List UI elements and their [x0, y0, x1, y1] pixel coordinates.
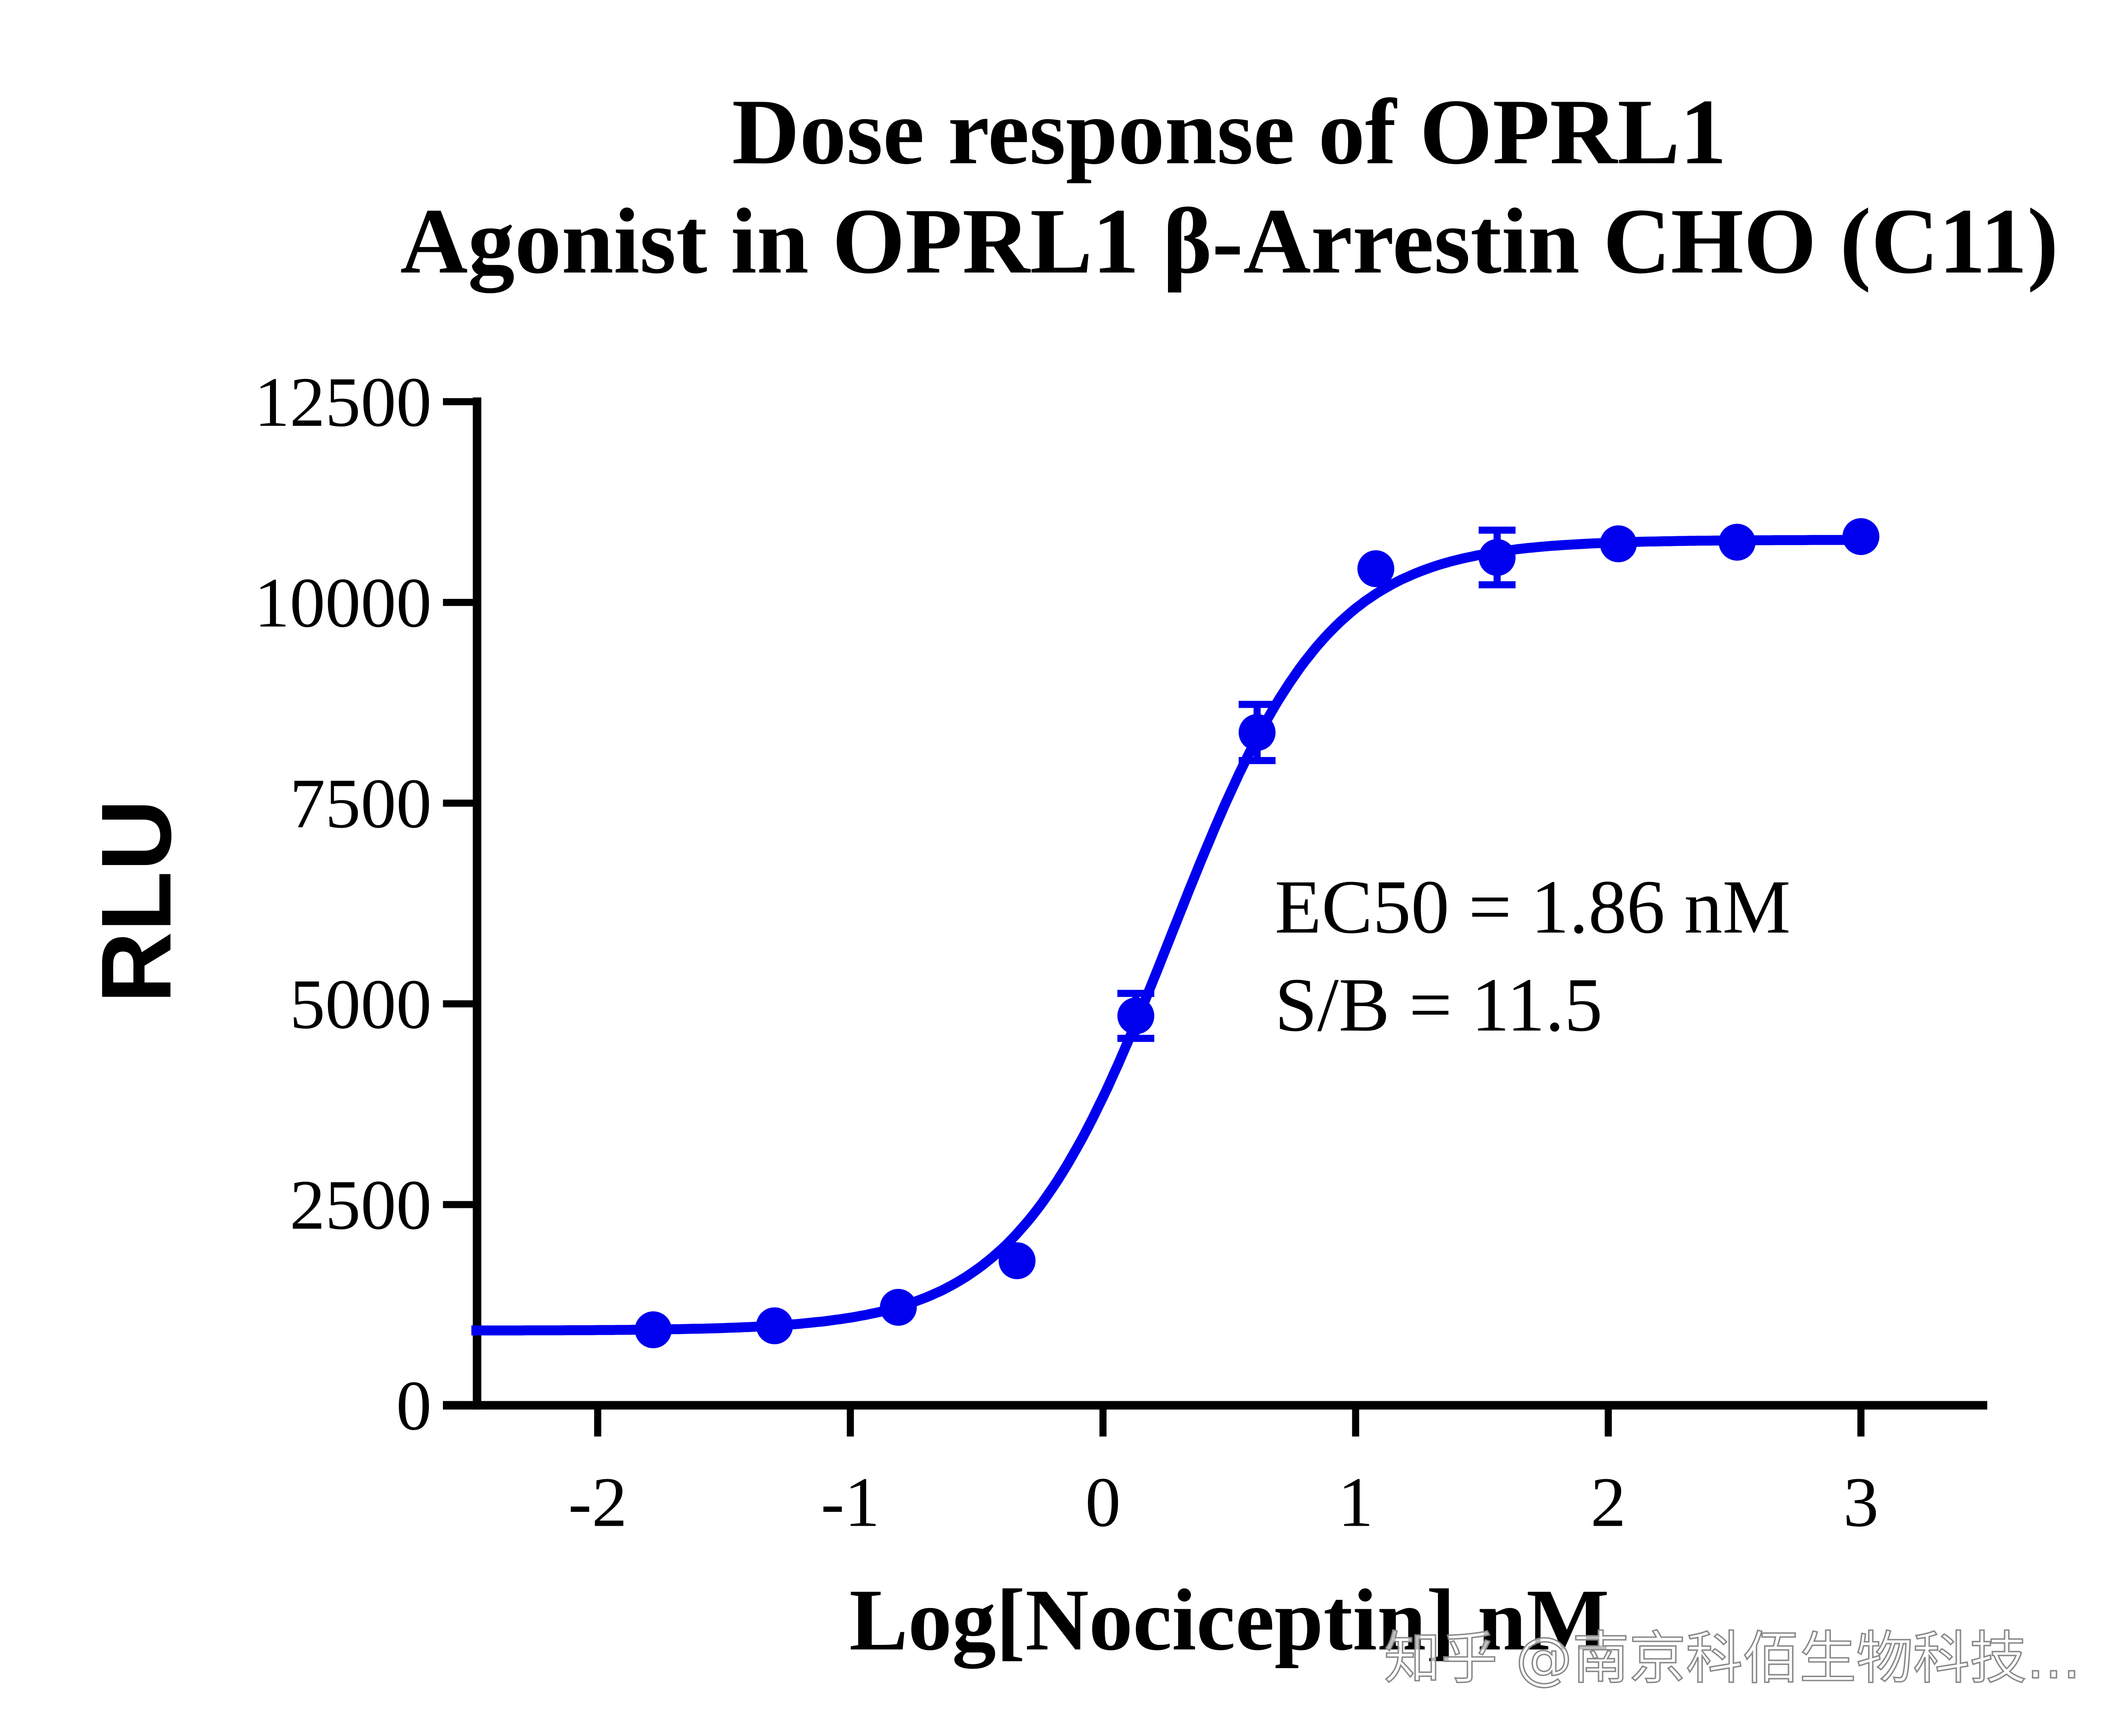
y-tick-label: 12500 [254, 363, 432, 442]
axes [443, 397, 1988, 1437]
watermark: 知乎 @南京科佰生物科技... [1384, 1625, 2081, 1691]
sb-annotation: S/B = 11.5 [1275, 963, 1603, 1047]
data-point [1238, 714, 1276, 751]
data-point [634, 1311, 672, 1349]
y-tick-label: 5000 [290, 965, 432, 1043]
data-point [1600, 525, 1637, 562]
x-tick-label: 3 [1843, 1463, 1879, 1541]
x-tick-label: -2 [568, 1463, 627, 1541]
data-point [1842, 518, 1880, 555]
x-tick-label: 0 [1085, 1463, 1121, 1541]
x-tick-label: -1 [821, 1463, 880, 1541]
data-point [756, 1307, 793, 1344]
ec50-annotation: EC50 = 1.86 nM [1275, 865, 1791, 949]
data-points [634, 518, 1880, 1349]
y-axis-label: RLU [81, 799, 192, 1004]
y-tick-label: 0 [396, 1367, 432, 1445]
x-axis-label: Log[Nociceptin] nM [849, 1571, 1609, 1669]
y-tick-label: 2500 [290, 1166, 432, 1244]
data-point [1117, 997, 1154, 1035]
x-tick-label: 1 [1338, 1463, 1374, 1541]
chart-title-line2: Agonist in OPRL1 β-Arrestin CHO (C11) [400, 189, 2058, 293]
y-tick-label: 10000 [254, 564, 432, 642]
data-point [1719, 523, 1756, 561]
x-tick-label: 2 [1591, 1463, 1626, 1541]
y-tick-label: 7500 [290, 765, 432, 843]
data-point [1357, 550, 1394, 587]
tick-labels: 0 2500 5000 7500 10000 12500 -2 -1 0 1 2 3 [254, 363, 1879, 1542]
data-point [998, 1242, 1036, 1280]
data-point [1479, 539, 1516, 576]
data-point [880, 1289, 917, 1326]
chart-title-line1: Dose response of OPRL1 [732, 80, 1727, 184]
